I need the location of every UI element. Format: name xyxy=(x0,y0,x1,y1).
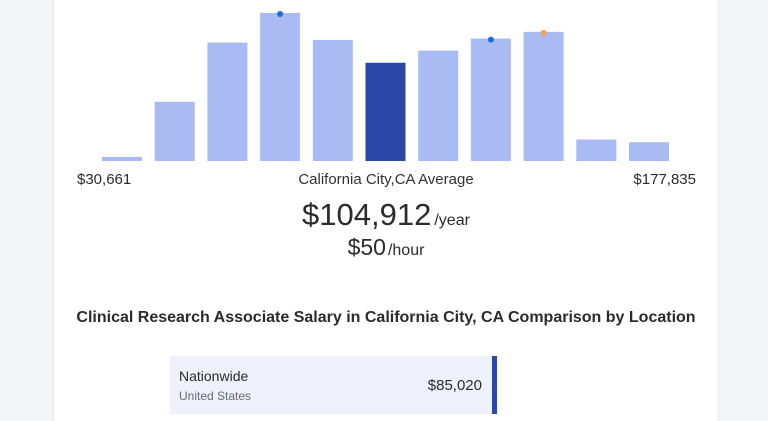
histogram-bar xyxy=(470,38,511,161)
histogram-marker xyxy=(540,29,547,36)
histogram-bar xyxy=(154,101,195,161)
comparison-title: Clinical Research Associate Salary in Ca… xyxy=(76,309,696,326)
location-bar xyxy=(492,356,497,414)
location-row-nationwide[interactable]: Nationwide United States $85,020 xyxy=(170,356,497,414)
range-max: $177,835 xyxy=(633,171,696,188)
annual-salary-value: $104,912 xyxy=(302,197,432,232)
histogram-bar-average xyxy=(365,62,406,162)
histogram-marker xyxy=(487,36,494,43)
hourly-salary-unit: /hour xyxy=(387,242,425,259)
range-average-label: California City,CA Average xyxy=(298,171,474,188)
location-value: $85,020 xyxy=(427,377,482,394)
histogram-bar xyxy=(102,156,142,161)
histogram-bar xyxy=(523,31,564,161)
histogram-bar xyxy=(576,139,617,161)
hourly-salary-value: $50 xyxy=(347,234,386,260)
salary-card: $30,661 California City,CA Average $177,… xyxy=(53,0,719,421)
histogram-bar xyxy=(629,142,669,161)
range-min: $30,661 xyxy=(77,171,132,188)
histogram-bar xyxy=(312,39,353,162)
location-name: Nationwide xyxy=(179,368,249,384)
location-subtitle: United States xyxy=(179,389,252,403)
histogram-bar xyxy=(418,50,459,161)
histogram-marker xyxy=(277,11,284,17)
salary-histogram xyxy=(102,11,669,162)
annual-salary: $104,912/year xyxy=(54,197,718,233)
hourly-salary: $50/hour xyxy=(54,234,718,261)
histogram-bar xyxy=(260,13,301,161)
histogram-bar xyxy=(207,42,248,161)
annual-salary-unit: /year xyxy=(434,212,470,229)
